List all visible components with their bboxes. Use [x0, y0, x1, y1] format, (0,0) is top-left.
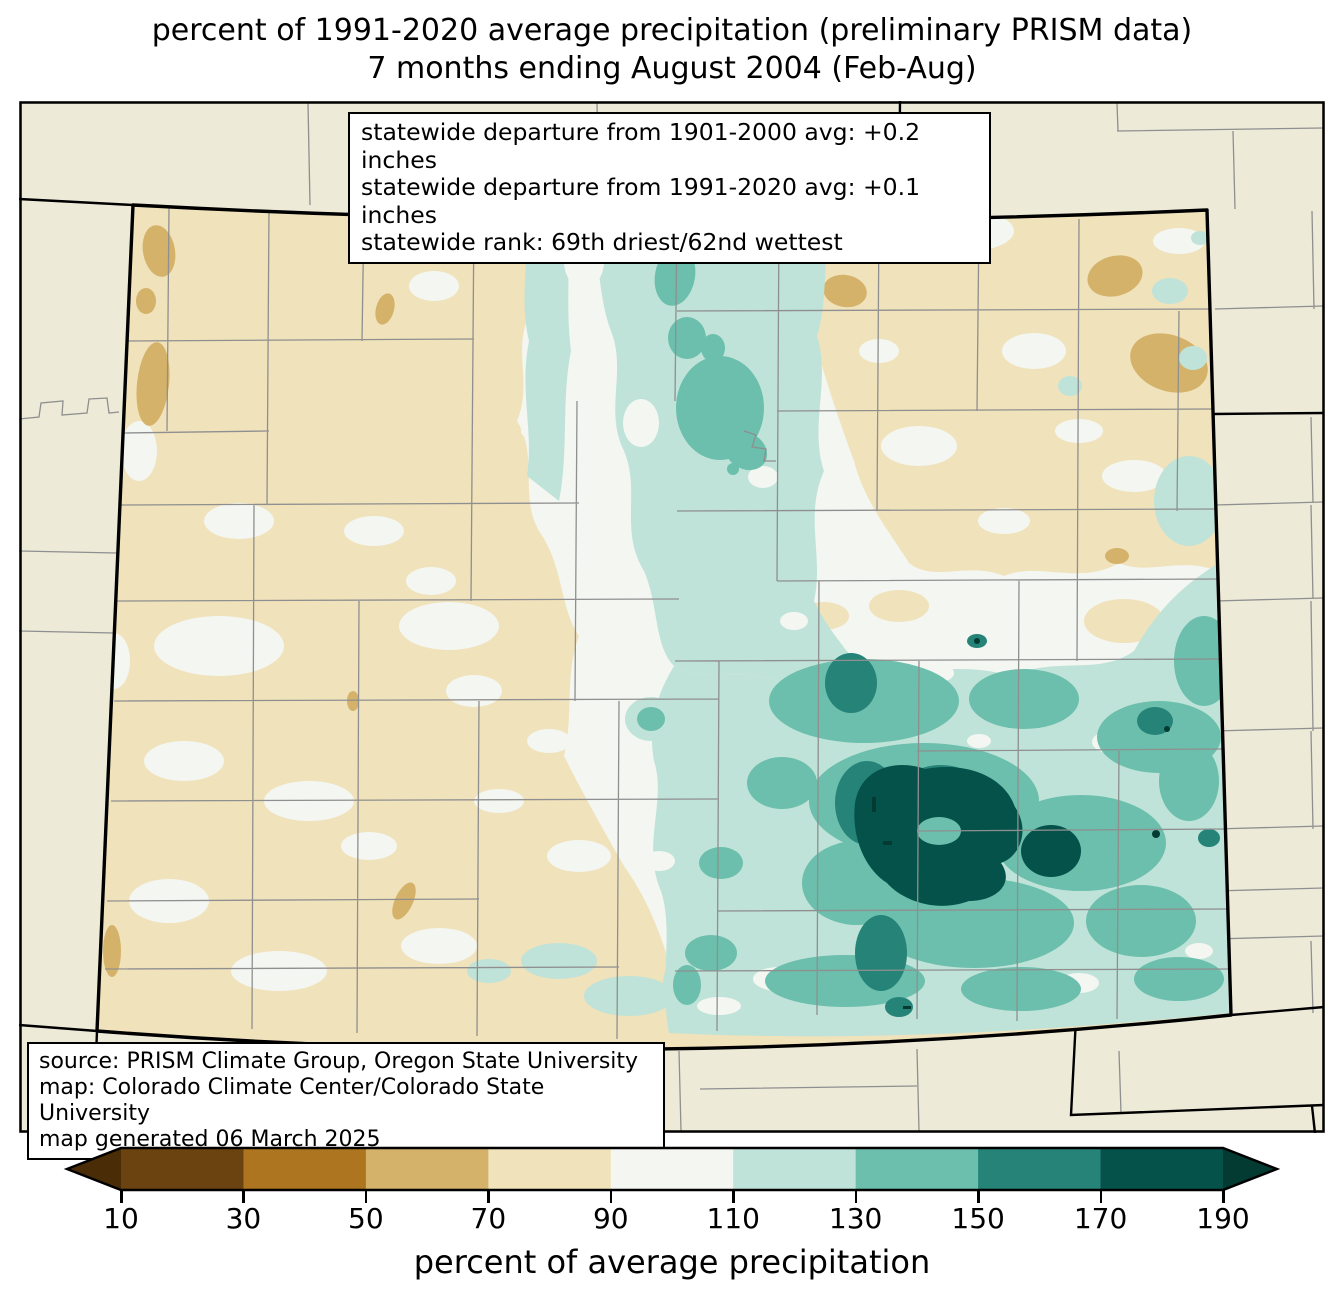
colorbar-title: percent of average precipitation — [413, 1243, 931, 1281]
fill-70-90-west — [97, 205, 676, 1049]
colorbar-segment-130-150 — [855, 1148, 979, 1190]
colorbar-segment-110-130 — [733, 1148, 857, 1190]
colorbar-tick — [487, 1189, 490, 1203]
colorbar-tick-label: 150 — [951, 1202, 1005, 1235]
colorbar-tick-label: 50 — [348, 1202, 384, 1235]
colorbar-segment-10-30 — [121, 1148, 244, 1190]
colorbar-tick — [120, 1189, 123, 1203]
colorbar-tick — [609, 1189, 613, 1203]
source-box: source: PRISM Climate Group, Oregon Stat… — [27, 1042, 665, 1160]
fill-50-70-spots — [103, 224, 1208, 977]
colorbar-tick-label: 30 — [225, 1202, 262, 1235]
map-area: statewide departure from 1901-2000 avg: … — [19, 101, 1325, 1160]
colorbar-svg — [63, 1146, 1281, 1192]
colorbar-tick — [1222, 1189, 1225, 1203]
colorbar-tick-label: 70 — [470, 1202, 507, 1235]
colorbar-segment-30-50 — [243, 1148, 367, 1190]
figure-title: percent of 1991-2020 average precipitati… — [0, 12, 1344, 88]
colorbar-tick — [242, 1189, 245, 1203]
colorbar: 10 30 50 70 90 110 130 150 170 190 — [60, 1145, 1284, 1245]
colorbar-tick-label: 110 — [706, 1202, 760, 1235]
source-line-2: map: Colorado Climate Center/Colorado St… — [39, 1075, 545, 1126]
colorbar-segment-90-110 — [610, 1148, 734, 1190]
colorbar-tick-label: 170 — [1073, 1202, 1128, 1235]
colorbar-tick — [732, 1189, 735, 1203]
colorado-precipitation-map — [19, 101, 1325, 1133]
colorbar-tick — [1099, 1189, 1103, 1203]
colorado-county-lines — [104, 206, 1231, 1040]
stats-line-3: statewide rank: 69th driest/62nd wettest — [361, 228, 843, 256]
colorbar-segment-50-70 — [365, 1148, 489, 1190]
colorbar-tick-label: 10 — [103, 1202, 139, 1235]
colorado-interior — [97, 205, 1231, 1050]
source-line-1: source: PRISM Climate Group, Oregon Stat… — [39, 1049, 639, 1074]
stats-line-1: statewide departure from 1901-2000 avg: … — [361, 118, 921, 174]
colorbar-arrow-over — [1223, 1148, 1277, 1190]
colorbar-tick — [364, 1189, 368, 1203]
colorbar-tick-label: 130 — [828, 1202, 883, 1235]
stats-box: statewide departure from 1901-2000 avg: … — [348, 112, 991, 264]
title-line-2: 7 months ending August 2004 (Feb-Aug) — [367, 51, 977, 86]
colorbar-tick-label: 90 — [592, 1202, 629, 1235]
colorbar-tick — [977, 1189, 980, 1203]
map-frame-border — [19, 101, 1325, 1133]
fill-over-190-specks — [872, 638, 1170, 1009]
title-line-1: percent of 1991-2020 average precipitati… — [151, 13, 1193, 48]
colorbar-tick-label: 190 — [1196, 1202, 1250, 1235]
colorbar-segment-170-190 — [1100, 1148, 1224, 1190]
stats-line-2: statewide departure from 1991-2020 avg: … — [361, 173, 921, 229]
colorbar-arrow-under — [67, 1148, 121, 1190]
colorbar-segment-150-170 — [978, 1148, 1102, 1190]
colorbar-segment-70-90 — [488, 1148, 612, 1190]
colorbar-tick — [854, 1189, 858, 1203]
